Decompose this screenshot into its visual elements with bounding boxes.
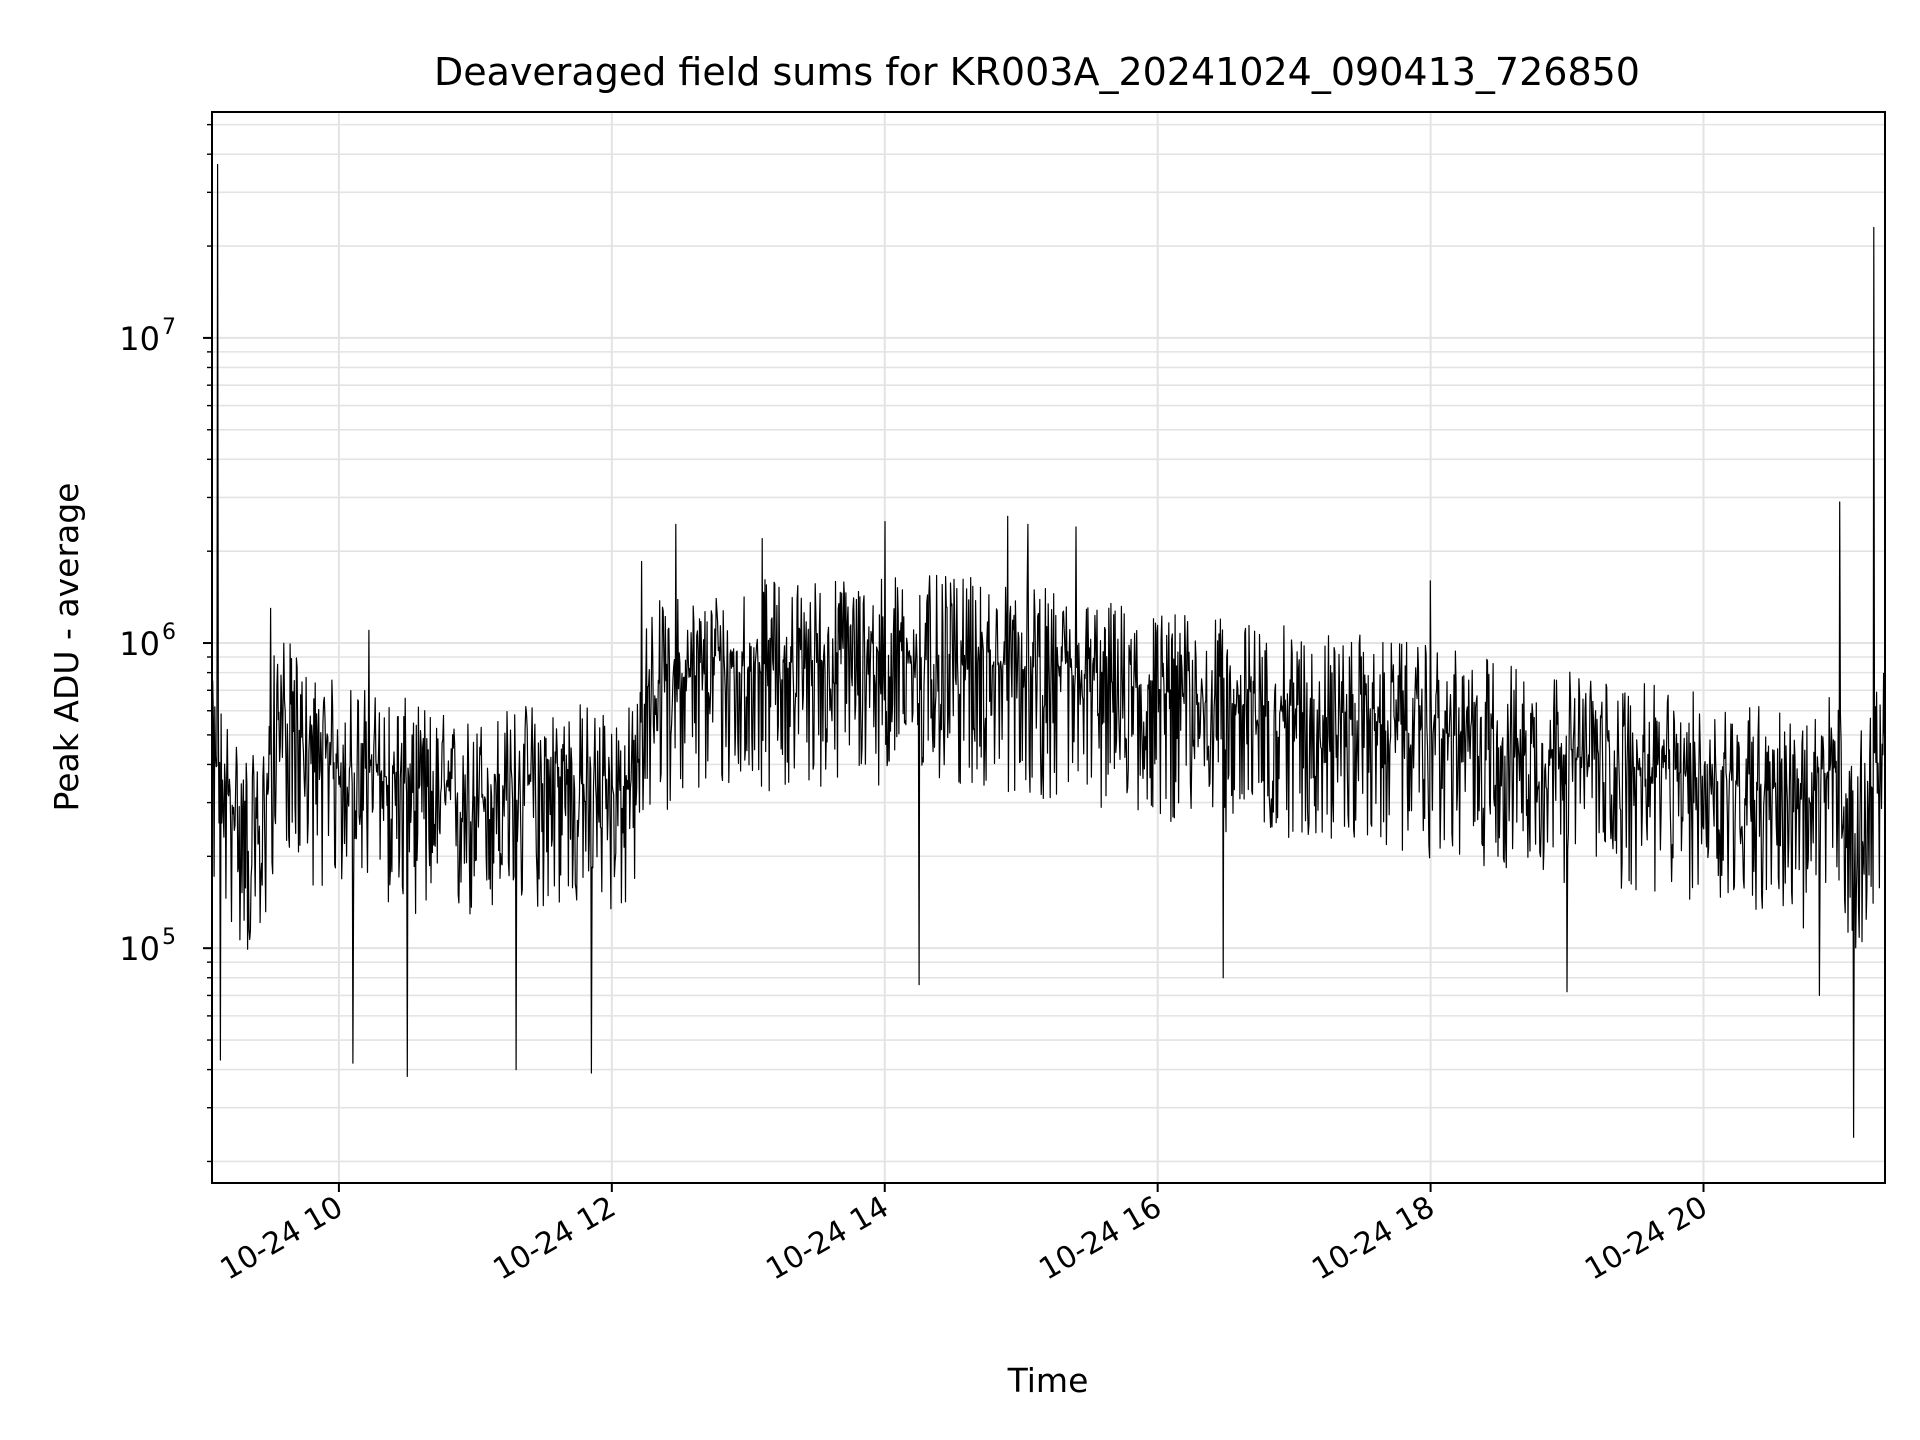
x-axis-label: Time	[1007, 1361, 1089, 1400]
y-tick-label-exponent: 6	[162, 620, 176, 645]
y-axis-label: Peak ADU - average	[47, 483, 86, 812]
plot-frame	[211, 111, 1886, 1184]
chart-title: Deaveraged field sums for KR003A_2024102…	[434, 50, 1640, 94]
y-tick-label: 10	[119, 930, 160, 968]
y-tick-label: 10	[119, 320, 160, 358]
y-tick-label-exponent: 5	[162, 925, 176, 950]
y-tick-label: 10	[119, 625, 160, 663]
series-line	[211, 163, 1886, 1138]
data-series	[211, 163, 1886, 1138]
y-tick-label-exponent: 7	[162, 315, 176, 340]
